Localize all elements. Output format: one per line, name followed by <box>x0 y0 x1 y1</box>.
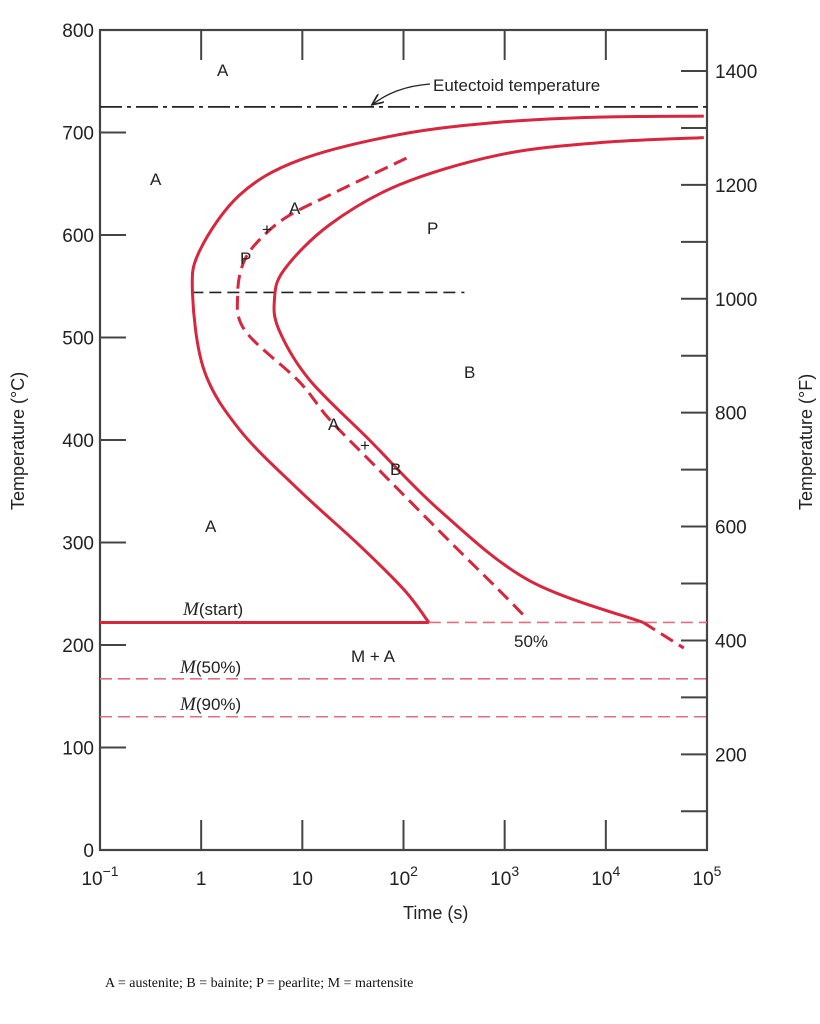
m-90-label: M(90%) <box>179 694 241 715</box>
y-tick-label: 300 <box>62 534 94 555</box>
tick-labels: 10−1 1 10 102 103 104 105 0 100 200 300 400 500 600 70… <box>62 21 757 890</box>
curves <box>190 114 704 650</box>
x-tick-label: 105 <box>693 863 722 890</box>
label-m-plus-a: M + A <box>351 647 396 666</box>
y-tick-label: 700 <box>62 124 94 145</box>
y2-tick-label: 200 <box>715 745 747 766</box>
y-tick-label: 500 <box>62 329 94 350</box>
reference-lines <box>100 105 707 718</box>
curve-finish <box>272 136 704 624</box>
label-a-bottom: A <box>205 517 217 536</box>
y2-axis-label: Temperature (°F) <box>796 374 816 510</box>
label-plus-lower: + <box>360 436 370 455</box>
label-p-mid: P <box>240 249 251 268</box>
x-tick-label: 104 <box>591 863 620 890</box>
label-50-percent: 50% <box>514 632 548 651</box>
y-tick-label: 400 <box>62 431 94 452</box>
y2-tick-label: 1000 <box>715 290 757 311</box>
y-tick-label: 0 <box>83 841 94 862</box>
label-a-lower: A <box>328 415 340 434</box>
y-tick-label: 100 <box>62 739 94 760</box>
curve-finish-extension <box>642 621 685 650</box>
y2-tick-label: 600 <box>715 518 747 539</box>
y2-tick-label: 800 <box>715 404 747 425</box>
m-start-label: M(start) <box>182 599 243 620</box>
x-axis-label: Time (s) <box>403 903 468 923</box>
y2-tick-label: 1200 <box>715 176 757 197</box>
curve-start <box>190 114 704 624</box>
label-a-mid: A <box>289 199 301 218</box>
label-a-left: A <box>150 170 162 189</box>
x-tick-label: 103 <box>490 863 519 890</box>
label-p-right: P <box>427 219 438 238</box>
m-50-label: M(50%) <box>179 657 241 678</box>
x-tick-label: 102 <box>389 863 418 890</box>
x-tick-label: 10−1 <box>81 863 118 890</box>
curve-50pct <box>235 156 528 620</box>
label-plus-upper: + <box>262 220 272 239</box>
y-tick-label: 200 <box>62 636 94 657</box>
x-tick-label: 10 <box>292 869 313 890</box>
x-tick-label: 1 <box>196 869 207 890</box>
y-axis-label: Temperature (°C) <box>8 372 28 510</box>
y2-tick-label: 400 <box>715 631 747 652</box>
plot-frame <box>98 28 709 852</box>
y-tick-label: 600 <box>62 226 94 247</box>
y-tick-label: 800 <box>62 21 94 42</box>
label-b-right: B <box>464 363 475 382</box>
y2-tick-label: 1400 <box>715 62 757 83</box>
label-b-lower: B <box>390 460 401 479</box>
label-a-top: A <box>217 61 229 80</box>
axes <box>98 28 709 852</box>
eutectoid-label: Eutectoid temperature <box>433 76 600 95</box>
legend-caption: A = austenite; B = bainite; P = pearlite… <box>105 976 414 991</box>
eutectoid-arrow <box>373 83 431 104</box>
